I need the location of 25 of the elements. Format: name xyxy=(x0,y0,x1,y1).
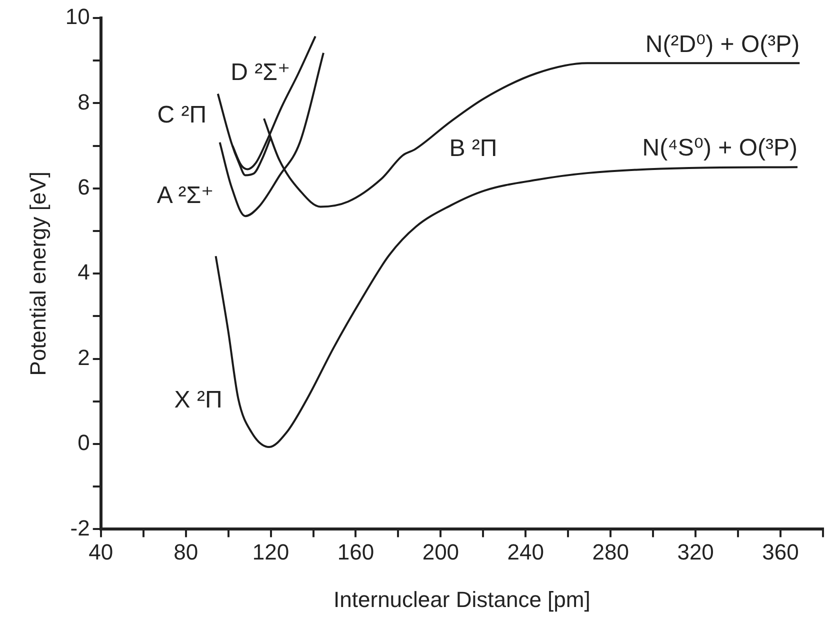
x-tick-label: 280 xyxy=(592,539,629,564)
x-tick-label: 240 xyxy=(507,539,544,564)
x-tick-label: 40 xyxy=(88,539,114,564)
y-tick-label: 2 xyxy=(78,344,90,370)
y-tick-label: 10 xyxy=(65,4,90,30)
y-tick-label: 0 xyxy=(78,430,90,456)
y-tick-label: 6 xyxy=(78,174,90,200)
y-tick-label: 8 xyxy=(78,89,90,114)
x-tick-label: 120 xyxy=(252,539,290,564)
series-label: B ²Π xyxy=(449,134,498,162)
x-tick-label: 320 xyxy=(677,539,714,564)
x-tick-label: 200 xyxy=(422,539,460,564)
y-tick-label: 4 xyxy=(78,260,90,285)
annotation: N(²D⁰) + O(³P) xyxy=(645,30,800,58)
series-label: A ²Σ⁺ xyxy=(156,182,214,209)
x-tick-label: 80 xyxy=(174,539,198,564)
series-label: C ²Π xyxy=(157,101,207,128)
x-tick-label: 360 xyxy=(762,539,799,564)
series-label: D ²Σ⁺ xyxy=(230,59,290,86)
y-axis-title: Potential energy [eV] xyxy=(25,171,50,376)
x-tick-label: 160 xyxy=(337,539,374,564)
annotation: N(⁴S⁰) + O(³P) xyxy=(642,134,798,162)
x-axis-title: Internuclear Distance [pm] xyxy=(334,586,590,612)
series-label: X ²Π xyxy=(174,386,222,414)
y-tick-label: -2 xyxy=(70,515,90,540)
